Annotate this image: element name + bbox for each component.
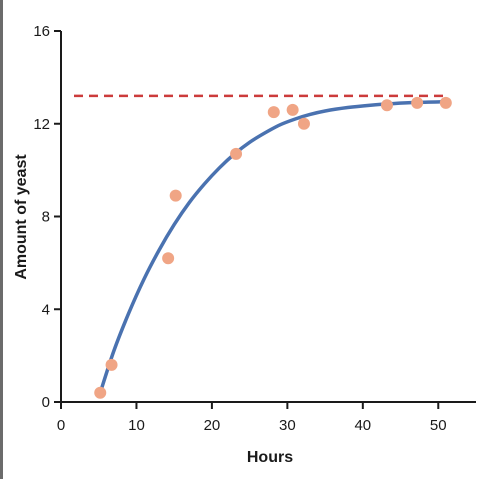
left-border <box>0 0 3 479</box>
x-tick-label: 20 <box>204 417 221 434</box>
x-tick-label: 50 <box>430 417 447 434</box>
x-tick-label: 10 <box>128 417 145 434</box>
data-point <box>267 106 280 119</box>
y-tick-label: 8 <box>42 209 50 226</box>
data-point <box>105 358 118 371</box>
x-tick-label: 40 <box>354 417 371 434</box>
fitted-curve <box>98 99 448 395</box>
x-tick-label: 0 <box>57 417 65 434</box>
data-point <box>439 96 452 109</box>
x-axis-title: Hours <box>247 449 293 466</box>
data-point <box>380 99 393 112</box>
data-point <box>94 386 107 399</box>
y-tick-label: 4 <box>42 301 50 318</box>
data-point <box>411 96 424 109</box>
y-tick-label: 16 <box>33 23 50 40</box>
data-point <box>162 252 175 265</box>
y-tick-label: 12 <box>33 116 50 133</box>
data-points <box>94 96 452 399</box>
data-point <box>286 103 299 116</box>
data-point <box>169 189 182 202</box>
data-point <box>230 147 243 160</box>
y-tick-label: 0 <box>42 394 50 411</box>
y-axis-title: Amount of yeast <box>13 154 30 280</box>
axis-labels: Hours Amount of yeast <box>13 154 293 466</box>
fitted-curve-group <box>98 99 448 395</box>
axes: 0 10 20 30 40 50 0 4 8 12 16 <box>33 23 476 434</box>
x-tick-label: 30 <box>279 417 296 434</box>
data-point <box>297 117 310 130</box>
